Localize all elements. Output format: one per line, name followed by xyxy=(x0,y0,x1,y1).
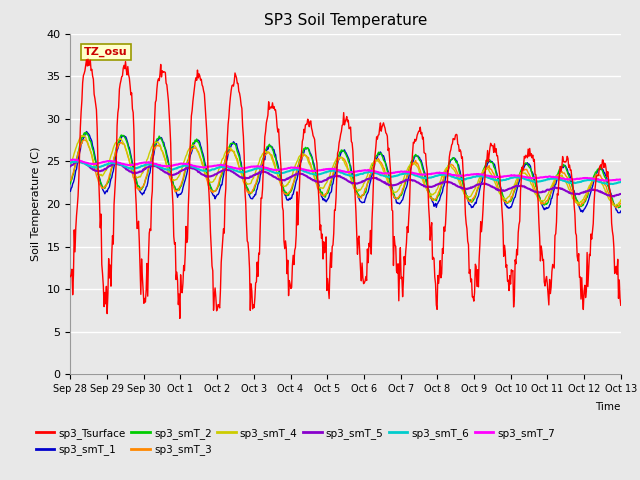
Text: TZ_osu: TZ_osu xyxy=(84,47,128,58)
Text: Time: Time xyxy=(595,402,621,412)
Y-axis label: Soil Temperature (C): Soil Temperature (C) xyxy=(31,147,41,261)
Legend: sp3_Tsurface, sp3_smT_1, sp3_smT_2, sp3_smT_3, sp3_smT_4, sp3_smT_5, sp3_smT_6, : sp3_Tsurface, sp3_smT_1, sp3_smT_2, sp3_… xyxy=(31,424,559,459)
Title: SP3 Soil Temperature: SP3 Soil Temperature xyxy=(264,13,428,28)
